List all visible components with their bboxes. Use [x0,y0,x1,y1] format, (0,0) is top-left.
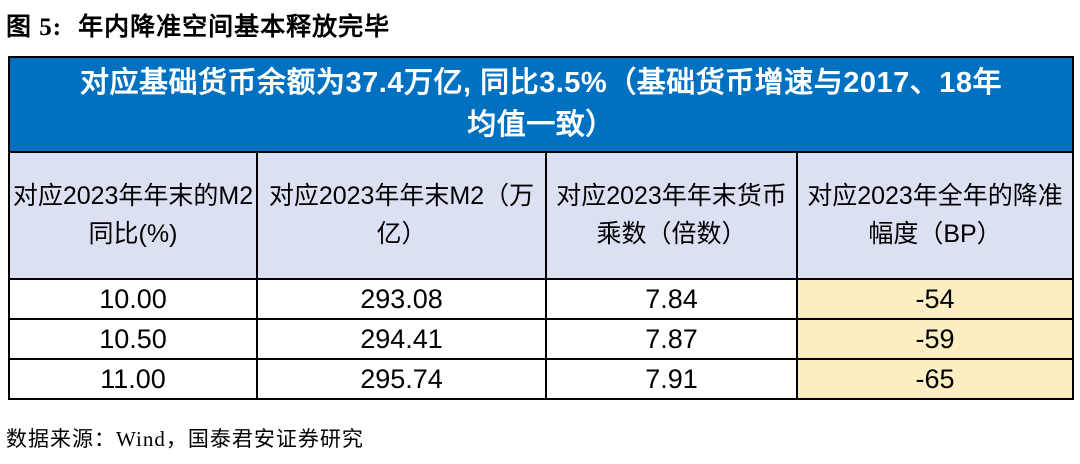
cell-rrr-cut-highlight: -59 [796,318,1074,360]
cell-m2-level: 293.08 [256,278,547,320]
table-row: 10.50 294.41 7.87 -59 [8,318,1074,360]
banner-row: 对应基础货币余额为37.4万亿, 同比3.5%（基础货币增速与2017、18年 … [8,56,1074,153]
cell-money-multiplier: 7.87 [545,318,798,360]
cell-m2-level: 295.74 [256,358,547,400]
data-table: 对应基础货币余额为37.4万亿, 同比3.5%（基础货币增速与2017、18年 … [8,56,1074,400]
cell-money-multiplier: 7.84 [545,278,798,320]
cell-money-multiplier: 7.91 [545,358,798,400]
column-header-money-multiplier: 对应2023年年末货币乘数（倍数） [545,151,798,280]
figure-title-text: 年内降准空间基本释放完毕 [78,14,391,41]
column-header-m2-level: 对应2023年年末M2（万亿） [256,151,547,280]
cell-m2-yoy: 11.00 [8,358,258,400]
column-header-m2-yoy: 对应2023年年末的M2同比(%) [8,151,258,280]
table-row: 11.00 295.74 7.91 -65 [8,358,1074,400]
cell-m2-yoy: 10.00 [8,278,258,320]
banner-line-2: 均值一致） [467,108,615,141]
cell-rrr-cut-highlight: -65 [796,358,1074,400]
cell-m2-yoy: 10.50 [8,318,258,360]
column-header-rrr-cut: 对应2023年全年的降准幅度（BP） [796,151,1074,280]
figure-title: 图 5: 年内降准空间基本释放完毕 [6,7,390,43]
figure-number: 图 5: [6,14,63,41]
table-row: 10.00 293.08 7.84 -54 [8,278,1074,320]
column-header-row: 对应2023年年末的M2同比(%) 对应2023年年末M2（万亿） 对应2023… [8,151,1074,280]
cell-rrr-cut-highlight: -54 [796,278,1074,320]
source-note: 数据来源：Wind，国泰君安证券研究 [6,427,364,451]
cell-m2-level: 294.41 [256,318,547,360]
banner-line-1: 对应基础货币余额为37.4万亿, 同比3.5%（基础货币增速与2017、18年 [80,67,1002,100]
banner-cell: 对应基础货币余额为37.4万亿, 同比3.5%（基础货币增速与2017、18年 … [8,56,1074,153]
